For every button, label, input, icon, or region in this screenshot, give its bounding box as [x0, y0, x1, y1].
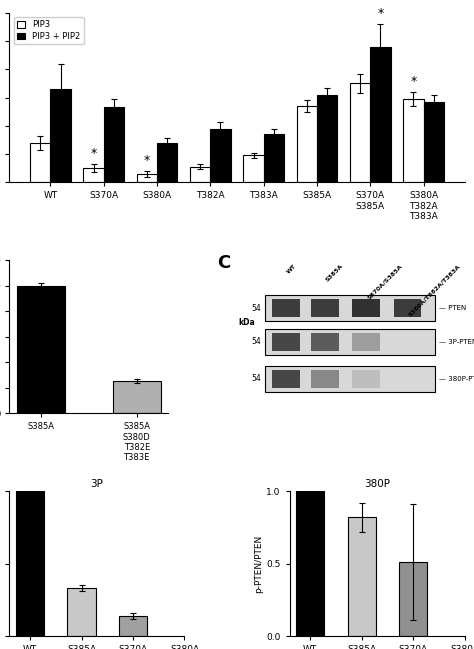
Bar	[265, 365, 435, 392]
Text: — 3P-PTEN: — 3P-PTEN	[439, 339, 474, 345]
Text: S370A/S385A: S370A/S385A	[366, 263, 403, 300]
Text: 54: 54	[251, 337, 261, 347]
Bar	[424, 102, 444, 182]
Bar	[311, 369, 338, 388]
Bar	[30, 143, 50, 182]
Text: *: *	[144, 154, 150, 167]
Text: *: *	[377, 7, 383, 20]
Bar	[16, 491, 45, 636]
Text: S385A: S385A	[325, 263, 345, 283]
Bar	[272, 369, 300, 388]
Bar	[104, 108, 124, 182]
Bar	[83, 168, 104, 182]
Bar	[352, 369, 380, 388]
Bar	[317, 95, 337, 182]
Bar	[311, 333, 338, 351]
Bar	[243, 155, 264, 182]
Text: 54: 54	[251, 374, 261, 383]
Bar	[352, 299, 380, 317]
Y-axis label: p-PTEN/PTEN: p-PTEN/PTEN	[255, 534, 264, 593]
Title: 3P: 3P	[91, 479, 103, 489]
Bar	[403, 99, 424, 182]
Text: — 380P-PTEN: — 380P-PTEN	[439, 376, 474, 382]
Bar	[17, 286, 64, 413]
Bar	[157, 143, 177, 182]
Bar	[297, 106, 317, 182]
Bar	[50, 89, 71, 182]
Bar	[265, 329, 435, 355]
Bar	[272, 333, 300, 351]
Bar	[137, 174, 157, 182]
Bar	[119, 616, 147, 636]
Bar	[296, 491, 324, 636]
Text: — PTEN: — PTEN	[439, 305, 466, 312]
Title: 380P: 380P	[364, 479, 390, 489]
Bar	[272, 299, 300, 317]
Bar	[352, 333, 380, 351]
Bar	[311, 299, 338, 317]
Text: *: *	[91, 147, 97, 160]
Bar	[264, 134, 284, 182]
Bar	[399, 562, 427, 636]
Bar	[370, 47, 391, 182]
Text: kDa: kDa	[238, 318, 255, 327]
Bar	[347, 517, 376, 636]
Bar	[67, 588, 96, 636]
Text: *: *	[410, 75, 417, 88]
Legend: PIP3, PIP3 + PIP2: PIP3, PIP3 + PIP2	[14, 17, 83, 44]
Bar	[393, 299, 421, 317]
Text: WT: WT	[286, 263, 297, 275]
Text: S380A/T382A/T383A: S380A/T382A/T383A	[407, 263, 461, 317]
Bar	[350, 84, 370, 182]
Text: C: C	[218, 254, 231, 272]
Bar	[265, 295, 435, 321]
Bar	[190, 167, 210, 182]
Bar	[113, 381, 161, 413]
Text: 54: 54	[251, 304, 261, 313]
Bar	[210, 129, 231, 182]
